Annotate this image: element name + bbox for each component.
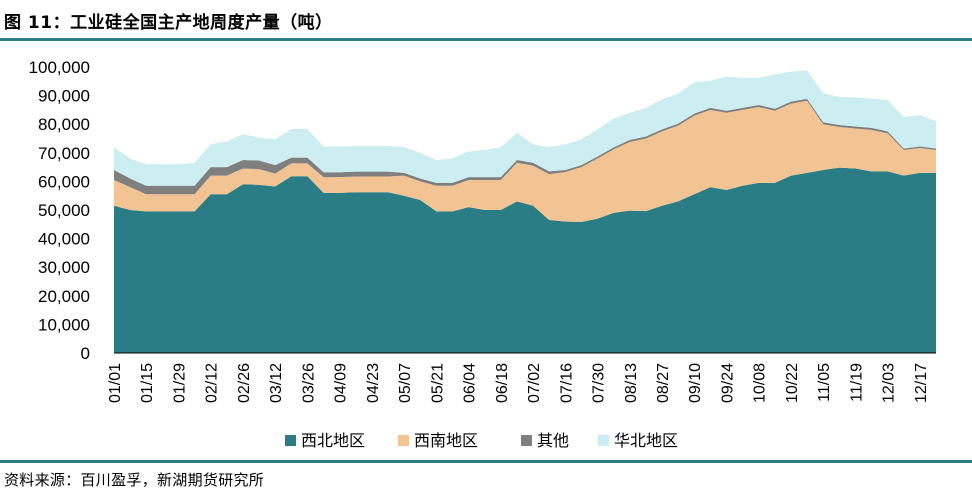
- x-tick-label: 11/19: [848, 363, 865, 402]
- x-tick-label: 03/26: [300, 363, 317, 403]
- source-note: 资料来源：百川盈孚，新湖期货研究所: [4, 471, 265, 489]
- x-tick-label: 01/29: [171, 363, 188, 403]
- x-tick-label: 10/08: [752, 363, 769, 403]
- legend-label: 华北地区: [614, 431, 678, 450]
- legend-swatch: [398, 435, 409, 446]
- x-tick-label: 07/30: [591, 363, 608, 403]
- legend-swatch: [285, 435, 296, 446]
- y-tick-label: 10,000: [38, 315, 90, 334]
- legend-swatch: [598, 435, 609, 446]
- x-tick-label: 04/23: [365, 363, 382, 403]
- x-tick-label: 06/18: [494, 363, 511, 403]
- y-axis-ticks: 0 10,000 20,000 30,000 40,000 50,000 60,000 70,…: [29, 58, 90, 363]
- y-tick-label: 70,000: [38, 144, 90, 163]
- legend-label: 西北地区: [301, 431, 365, 450]
- x-tick-label: 11/05: [816, 363, 833, 402]
- y-tick-label: 100,000: [29, 58, 90, 77]
- y-tick-label: 0: [81, 344, 90, 363]
- x-tick-label: 05/21: [429, 363, 446, 403]
- legend-label: 其他: [537, 431, 569, 450]
- x-tick-label: 09/10: [687, 363, 704, 403]
- y-tick-label: 40,000: [38, 230, 90, 249]
- stacked-area-chart: 0 10,000 20,000 30,000 40,000 50,000 60,000 70,…: [29, 58, 936, 450]
- legend: 西北地区 西南地区 其他 华北地区: [285, 431, 678, 450]
- area-series-4: [114, 70, 936, 186]
- x-tick-label: 06/04: [462, 363, 479, 403]
- x-tick-label: 12/17: [913, 363, 930, 403]
- x-tick-label: 08/27: [655, 363, 672, 403]
- top-rule: [0, 38, 972, 41]
- y-tick-label: 20,000: [38, 287, 90, 306]
- y-tick-label: 30,000: [38, 258, 90, 277]
- x-tick-label: 03/12: [268, 363, 285, 403]
- x-tick-label: 09/24: [719, 363, 736, 403]
- area-series-2: [114, 100, 936, 223]
- y-tick-label: 50,000: [38, 201, 90, 220]
- x-tick-label: 01/01: [107, 363, 124, 403]
- area-series-1: [114, 167, 936, 353]
- x-tick-label: 07/02: [526, 363, 543, 403]
- legend-label: 西南地区: [414, 431, 478, 450]
- y-tick-label: 80,000: [38, 115, 90, 134]
- x-tick-label: 08/13: [623, 363, 640, 403]
- area-series-group: [114, 70, 936, 353]
- legend-swatch: [521, 435, 532, 446]
- x-axis-ticks: 01/01 01/15 01/29 02/12 02/26 03/12 03/26 04/09…: [107, 363, 930, 403]
- y-tick-label: 90,000: [38, 87, 90, 106]
- area-series-3: [114, 98, 936, 195]
- x-tick-label: 01/15: [139, 363, 156, 403]
- y-tick-label: 60,000: [38, 172, 90, 191]
- x-tick-label: 10/22: [784, 363, 801, 403]
- bottom-rule: [0, 460, 972, 463]
- x-tick-label: 05/07: [397, 363, 414, 403]
- x-tick-label: 04/09: [333, 363, 350, 403]
- x-tick-label: 02/26: [236, 363, 253, 403]
- x-tick-label: 07/16: [558, 363, 575, 403]
- x-tick-label: 12/03: [881, 363, 898, 403]
- x-tick-label: 02/12: [204, 363, 221, 403]
- figure-title: 图 11：工业硅全国主产地周度产量（吨）: [4, 13, 333, 33]
